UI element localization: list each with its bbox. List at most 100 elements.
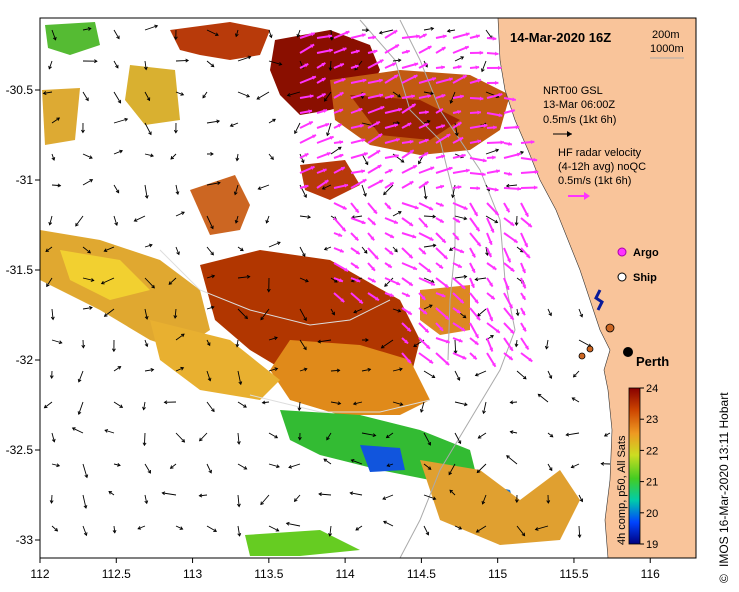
- radar-arrow: [316, 77, 327, 84]
- radar-arrow: [486, 352, 497, 368]
- x-tick-label: 113: [183, 567, 202, 581]
- radar-arrow: [418, 262, 432, 274]
- radar-arrow: [401, 180, 414, 189]
- radar-arrow: [333, 77, 346, 84]
- radar-arrow: [350, 169, 366, 174]
- radar-arrow: [333, 140, 344, 145]
- ship-legend-label: Ship: [633, 272, 657, 284]
- model-arrow: [206, 215, 214, 230]
- model-arrow: [82, 525, 88, 537]
- model-arrow: [392, 401, 404, 406]
- model-arrow: [516, 525, 526, 537]
- model-arrow: [234, 215, 239, 224]
- model-arrow: [299, 308, 307, 322]
- radar-arrow: [520, 352, 533, 363]
- model-arrow: [45, 246, 53, 252]
- model-arrow: [355, 525, 363, 531]
- model-arrow: [51, 339, 63, 345]
- model-arrow: [361, 338, 369, 342]
- radar-arrow: [299, 109, 313, 114]
- radar-arrow: [503, 307, 515, 321]
- model-arrow: [328, 525, 332, 537]
- radar-arrow: [469, 277, 475, 289]
- radar-arrow: [384, 62, 397, 69]
- model-arrow: [142, 432, 147, 447]
- x-tick-label: 114: [336, 567, 355, 581]
- model-arrow: [505, 183, 518, 188]
- radar-arrow: [418, 180, 430, 189]
- radar-arrow: [367, 105, 385, 114]
- radar-arrow: [350, 292, 364, 305]
- radar-arrow: [333, 232, 343, 238]
- model-arrow: [235, 339, 240, 348]
- radar-arrow: [435, 107, 444, 114]
- model-arrow: [103, 308, 115, 317]
- model-arrow: [71, 427, 84, 434]
- radar-arrow: [299, 43, 315, 54]
- model-arrow: [268, 118, 276, 124]
- model-arrow: [169, 463, 177, 469]
- model-arrow: [448, 463, 456, 476]
- radar-arrow: [350, 64, 359, 69]
- model-arrow: [328, 60, 333, 72]
- radar-arrow: [469, 123, 488, 129]
- x-tick-label: 115.5: [559, 567, 588, 581]
- model-arrow: [206, 246, 214, 256]
- radar-arrow: [503, 232, 519, 244]
- model-arrow: [113, 149, 124, 155]
- radar-arrow: [367, 262, 376, 272]
- model-arrow: [516, 370, 527, 380]
- radar-arrow: [469, 202, 479, 217]
- model-arrow: [82, 27, 92, 31]
- radar-arrow: [486, 292, 496, 300]
- model-arrow: [323, 246, 332, 251]
- model-arrow: [317, 339, 332, 344]
- radar-arrow: [486, 80, 499, 85]
- radar-arrow: [350, 232, 360, 242]
- radar-arrow: [486, 155, 496, 160]
- radar-arrow: [503, 277, 510, 291]
- radar-arrow: [384, 292, 394, 298]
- model-arrow: [361, 432, 377, 438]
- model-arrow: [423, 525, 430, 536]
- model-arrow: [77, 370, 84, 383]
- model-arrow: [103, 246, 115, 252]
- radar-arrow: [452, 74, 468, 84]
- model-arrow: [268, 336, 278, 341]
- radar-arrow: [435, 232, 447, 244]
- model-arrow: [392, 367, 403, 372]
- radar-arrow: [418, 62, 428, 69]
- model-arrow: [383, 520, 394, 527]
- model-arrow: [236, 494, 241, 508]
- model-arrow: [299, 339, 307, 351]
- model-arrow: [42, 91, 53, 95]
- x-tick-label: 112.5: [102, 567, 131, 581]
- radar-arrow: [316, 151, 331, 159]
- radar-arrow: [316, 135, 334, 144]
- model-arrow: [454, 122, 459, 137]
- radar-arrow: [469, 232, 482, 247]
- model-arrow: [297, 401, 302, 412]
- model-arrow: [423, 119, 431, 124]
- model-arrow: [51, 29, 57, 41]
- radar-arrow: [418, 138, 429, 144]
- contour-label-1000m: 1000m: [650, 43, 684, 55]
- radar-arrow: [350, 152, 368, 159]
- radar-arrow: [520, 169, 539, 175]
- model-arrow: [82, 494, 88, 509]
- y-tick-label: -30.5: [6, 83, 34, 97]
- colorbar-tick-label: 22: [646, 445, 658, 457]
- radar-arrow: [435, 93, 446, 99]
- model-arrow: [330, 146, 342, 155]
- radar-arrow: [435, 337, 450, 344]
- radar-arrow: [333, 292, 345, 303]
- radar-arrow: [384, 94, 395, 99]
- radar-arrow: [452, 352, 467, 360]
- radar-arrow: [452, 217, 461, 224]
- radar-arrow: [452, 247, 465, 254]
- radar-arrow: [503, 352, 514, 361]
- radar-arrow: [316, 34, 333, 39]
- radar-arrow: [418, 45, 432, 54]
- colorbar-tick-label: 19: [646, 539, 658, 551]
- radar-arrow: [435, 292, 446, 298]
